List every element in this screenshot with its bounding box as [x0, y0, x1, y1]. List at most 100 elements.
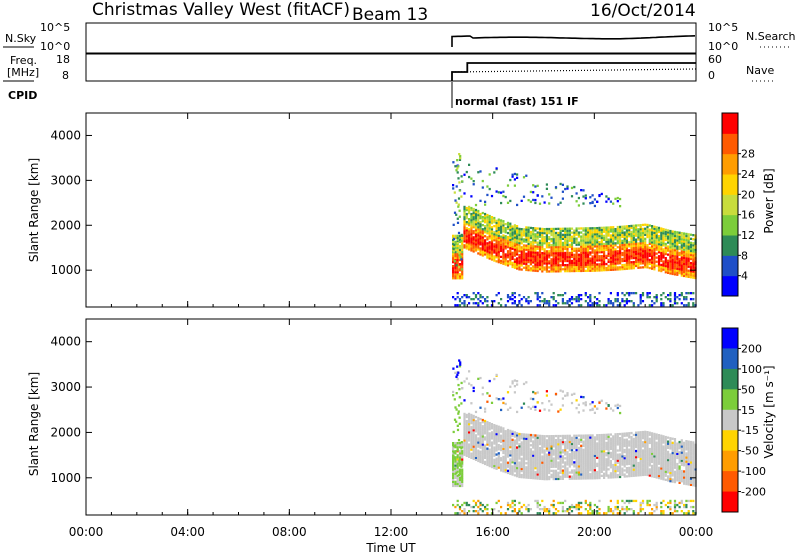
heatmap-cell [657, 442, 661, 445]
heatmap-cell [511, 253, 514, 256]
heatmap-cell [669, 256, 672, 259]
heatmap-cell [552, 477, 555, 481]
heatmap-cell [538, 449, 542, 452]
heatmap-cell [518, 439, 521, 442]
heatmap-cell [692, 242, 695, 245]
heatmap-cell [538, 245, 542, 248]
heatmap-cell [612, 510, 615, 513]
heatmap-cell [472, 425, 475, 428]
heatmap-cell [543, 260, 546, 263]
heatmap-cell [536, 465, 539, 468]
heatmap-cell [632, 439, 635, 443]
heatmap-cell [573, 267, 576, 271]
heatmap-cell [573, 249, 576, 252]
heatmap-cell [463, 412, 466, 416]
heatmap-cell [495, 426, 498, 430]
heatmap-cell [687, 239, 690, 242]
heatmap-cell [566, 229, 569, 232]
heatmap-cell [616, 449, 619, 452]
heatmap-cell [493, 257, 496, 260]
heatmap-cell [623, 225, 626, 228]
heatmap-cell [493, 251, 496, 254]
heatmap-cell [470, 208, 473, 212]
heatmap-cell [493, 466, 496, 470]
heatmap-cell [644, 445, 647, 448]
heatmap-cell [621, 227, 624, 230]
heatmap-cell [513, 240, 516, 243]
heatmap-cell [534, 263, 537, 266]
heatmap-cell [509, 446, 512, 449]
heatmap-cell [511, 173, 514, 176]
heatmap-cell [566, 263, 569, 267]
heatmap-cell [655, 236, 658, 239]
heatmap-cell [614, 447, 617, 450]
heatmap-cell [596, 407, 599, 410]
heatmap-cell [536, 227, 539, 230]
heatmap-cell [635, 437, 638, 440]
heatmap-cell [589, 239, 592, 242]
heatmap-cell [587, 452, 590, 455]
heatmap-cell [452, 265, 455, 268]
heatmap-cell [632, 226, 635, 229]
power-colorbar-tick-label: 20 [741, 188, 755, 201]
heatmap-cell [561, 197, 564, 200]
heatmap-cell [589, 450, 592, 453]
heatmap-cell [600, 228, 603, 231]
heatmap-cell [600, 263, 603, 266]
heatmap-cell [673, 300, 677, 303]
heatmap-cell [580, 245, 583, 248]
heatmap-cell [552, 441, 555, 444]
heatmap-cell [660, 231, 663, 234]
heatmap-cell [648, 224, 651, 227]
heatmap-cell [559, 455, 562, 458]
heatmap-cell [500, 237, 503, 240]
heatmap-cell [676, 462, 679, 466]
heatmap-cell [532, 184, 535, 187]
heatmap-cell [545, 461, 548, 464]
heatmap-cell [561, 264, 564, 267]
heatmap-cell [511, 247, 514, 250]
heatmap-cell [490, 228, 494, 231]
heatmap-cell [534, 462, 537, 466]
heatmap-cell [518, 294, 521, 297]
heatmap-cell [605, 238, 608, 241]
heatmap-cell [575, 298, 578, 301]
heatmap-cell [516, 462, 519, 466]
heatmap-cell [651, 464, 654, 468]
heatmap-cell [461, 468, 464, 471]
heatmap-cell [511, 505, 514, 509]
heatmap-cell [536, 467, 539, 470]
heatmap-cell [541, 248, 544, 251]
heatmap-cell [616, 256, 619, 259]
heatmap-cell [552, 471, 555, 474]
heatmap-cell [550, 240, 553, 243]
heatmap-cell [509, 406, 512, 409]
heatmap-cell [470, 195, 473, 198]
heatmap-cell [639, 248, 642, 251]
heatmap-cell [566, 467, 569, 470]
heatmap-cell [641, 294, 645, 297]
nsky-trace [451, 35, 696, 47]
heatmap-cell [543, 256, 546, 259]
heatmap-cell [641, 231, 645, 235]
heatmap-cell [623, 438, 626, 441]
heatmap-cell [673, 273, 677, 276]
heatmap-cell [683, 272, 686, 276]
heatmap-cell [575, 251, 578, 254]
heatmap-cell [589, 227, 592, 230]
heatmap-cell [657, 243, 661, 246]
heatmap-cell [630, 240, 633, 244]
heatmap-cell [637, 254, 640, 257]
heatmap-cell [664, 444, 667, 447]
heatmap-cell [669, 240, 672, 243]
heatmap-cell [609, 240, 612, 243]
heatmap-cell [628, 473, 631, 476]
heatmap-cell [584, 300, 587, 303]
heatmap-cell [593, 259, 596, 262]
heatmap-cell [607, 254, 610, 257]
heatmap-cell [614, 248, 617, 251]
heatmap-cell [619, 235, 622, 239]
heatmap-cell [628, 294, 631, 297]
heatmap-cell [577, 257, 580, 260]
heatmap-cell [662, 230, 665, 233]
